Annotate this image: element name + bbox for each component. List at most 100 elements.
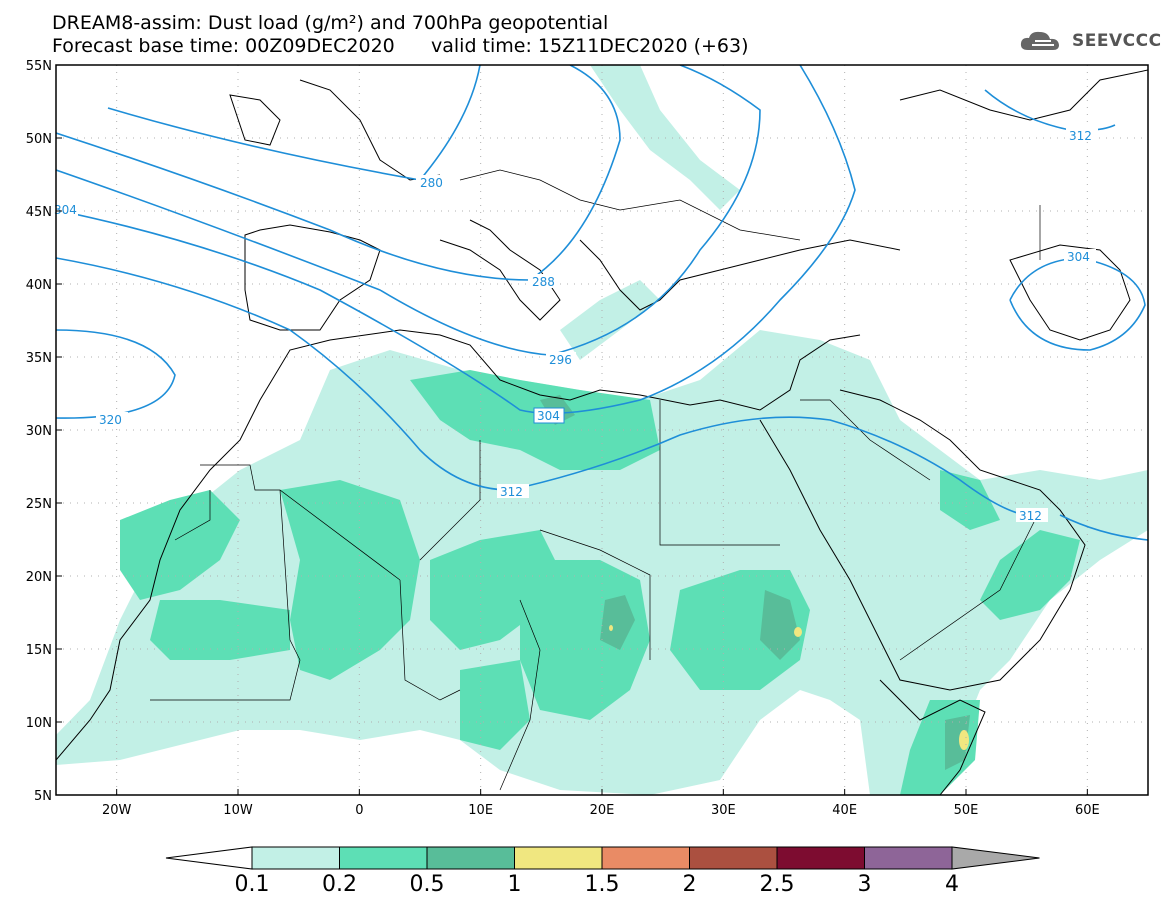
contour-label: 280 — [420, 176, 443, 190]
lon-label: 20W — [102, 803, 132, 818]
dust-shade-light — [560, 280, 660, 360]
colorbar-label: 4 — [945, 872, 959, 897]
coastline — [229, 94, 281, 146]
longitude-axis: 20W 10W 0 10E 20E 30E 40E 50E 60E — [102, 789, 1100, 818]
country-border — [399, 579, 461, 701]
country-border — [800, 399, 931, 481]
contour-line — [107, 65, 481, 181]
lon-label: 20E — [590, 803, 615, 818]
coastline — [299, 79, 441, 181]
contour-line — [56, 65, 761, 356]
contour-line — [56, 257, 1026, 516]
coastline — [579, 239, 901, 311]
coastlines — [56, 69, 1148, 795]
colorbar: 0.1 0.2 0.5 1 1.5 2 2.5 3 4 — [165, 846, 1040, 897]
dust-shade-medium — [980, 530, 1080, 620]
contour-label: 304 — [537, 409, 560, 423]
colorbar-label: 0.5 — [410, 872, 445, 897]
map-subtitle: Forecast base time: 00Z09DEC2020 valid t… — [52, 35, 749, 57]
country-border — [174, 490, 211, 541]
colorbar-label: 2.5 — [760, 872, 795, 897]
map-title: DREAM8-assim: Dust load (g/m²) and 700hP… — [52, 12, 609, 34]
graticule — [56, 65, 1148, 795]
dust-shade-peak — [959, 730, 969, 750]
country-border — [499, 599, 541, 791]
dust-shade-medium — [460, 660, 530, 750]
coastline — [244, 224, 381, 331]
contour-line — [984, 89, 1116, 132]
colorbar-swatch — [601, 846, 690, 870]
dust-shade-medium — [280, 480, 420, 680]
contour-line — [56, 65, 856, 415]
contour-label: 320 — [99, 413, 122, 427]
contour-label: 312 — [500, 485, 523, 499]
lon-label: 30E — [711, 803, 736, 818]
dust-shade-dark — [945, 715, 970, 770]
country-border — [459, 169, 801, 241]
lon-label: 0 — [355, 803, 363, 818]
colorbar-min-arrow — [165, 846, 253, 870]
lon-label: 40E — [832, 803, 857, 818]
coastline — [1009, 244, 1131, 341]
coastline — [899, 69, 1148, 121]
dust-shade-medium — [150, 600, 290, 660]
colorbar-swatch — [864, 846, 953, 870]
lat-label: 35N — [26, 351, 52, 366]
coastline — [759, 389, 1086, 691]
colorbar-swatch — [776, 846, 865, 870]
lat-label: 50N — [26, 132, 52, 147]
country-border — [200, 464, 401, 581]
colorbar-swatch — [689, 846, 778, 870]
contour-label: 312 — [1069, 129, 1092, 143]
colorbar-label: 1.5 — [585, 872, 620, 897]
country-border — [659, 400, 780, 546]
coastline — [879, 679, 986, 795]
colorbar-label: 1 — [508, 872, 522, 897]
contour-line — [56, 65, 621, 281]
lat-label: 20N — [26, 570, 52, 585]
contour-line — [1009, 257, 1146, 351]
colorbar-label: 0.1 — [235, 872, 270, 897]
lon-label: 60E — [1075, 803, 1100, 818]
lat-label: 40N — [26, 278, 52, 293]
lat-label: 15N — [26, 643, 52, 658]
colorbar-swatch — [251, 846, 340, 870]
contour-label: 304 — [54, 203, 77, 217]
cloud-logo-icon — [1020, 31, 1059, 50]
lat-label: 10N — [26, 716, 52, 731]
country-border — [539, 529, 651, 660]
dust-shade-peak — [794, 627, 802, 637]
lat-label: 45N — [26, 205, 52, 220]
colorbar-label: 3 — [858, 872, 872, 897]
coastline — [439, 219, 561, 321]
lat-label: 55N — [26, 59, 52, 74]
contour-label: 288 — [532, 275, 555, 289]
contour-line — [56, 329, 176, 419]
colorbar-swatch — [339, 846, 428, 870]
contour-line — [1059, 514, 1148, 541]
country-border — [899, 509, 1041, 661]
latitude-axis: 55N 50N 45N 40N 35N 30N 25N 20N 15N 10N 5N — [26, 59, 62, 804]
geopotential-contours — [56, 65, 1148, 541]
logo-text: SEEVCCC — [1072, 31, 1162, 51]
colorbar-swatch — [514, 846, 603, 870]
lat-label: 30N — [26, 424, 52, 439]
dust-shade-medium — [940, 470, 1000, 530]
borders — [150, 169, 1041, 791]
dust-shade-dark — [600, 595, 635, 650]
lat-label: 25N — [26, 497, 52, 512]
colorbar-label: 0.2 — [322, 872, 357, 897]
colorbar-label: 2 — [683, 872, 697, 897]
coastline — [56, 329, 861, 761]
lon-label: 10E — [468, 803, 493, 818]
country-border — [279, 489, 301, 661]
lat-label: 5N — [34, 789, 52, 804]
contour-labels: 280 288 296 304 312 320 304 312 304 312 — [54, 128, 1098, 523]
contour-label: 304 — [1067, 250, 1090, 264]
country-border — [419, 440, 481, 561]
contour-label: 312 — [1019, 509, 1042, 523]
colorbar-swatch — [426, 846, 515, 870]
country-border — [150, 659, 301, 701]
colorbar-max-arrow — [951, 846, 1040, 870]
